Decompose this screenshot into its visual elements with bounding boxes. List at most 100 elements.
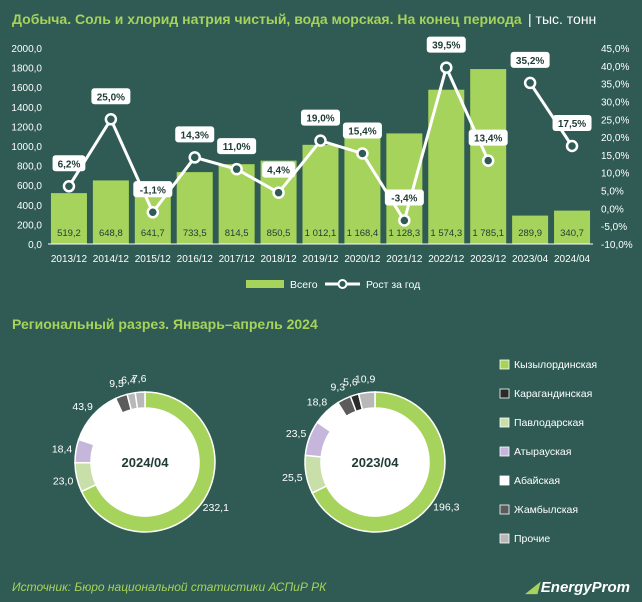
y-tick-label: 1600,0: [11, 83, 42, 94]
chart-unit: | тыс. тонн: [528, 11, 597, 27]
bar: [554, 210, 591, 244]
donut-value-label: 10,9: [355, 374, 376, 386]
x-tick-label: 2015/12: [135, 254, 172, 265]
growth-label-box: [342, 122, 382, 139]
x-tick-label: 2017/12: [219, 254, 256, 265]
x-tick-label: 2019/12: [302, 254, 339, 265]
growth-point: [356, 147, 369, 160]
growth-label: 35,2%: [516, 56, 544, 67]
y-tick-label: 400,0: [17, 201, 42, 212]
donut-value-label: 5,6: [343, 377, 358, 389]
x-tick-label: 2023/12: [470, 254, 507, 265]
brand-logo: ◢ EnergyProm: [526, 578, 630, 596]
donut-value-label: 43,9: [72, 401, 93, 413]
title-bar: Добыча. Соль и хлорид натрия чистый, вод…: [0, 0, 642, 38]
growth-point: [272, 186, 285, 199]
donut-value-label: 25,5: [282, 472, 303, 484]
y-tick-label: 1800,0: [11, 64, 42, 75]
x-tick-label: 2018/12: [260, 254, 297, 265]
legend-swatch: [499, 475, 510, 486]
x-tick-label: 2014/12: [93, 254, 130, 265]
growth-point: [62, 180, 76, 193]
bar: [512, 215, 549, 244]
x-tick-label: 2013/12: [51, 254, 88, 265]
growth-label: 4,4%: [267, 166, 290, 177]
growth-label-box: [175, 126, 215, 143]
regional-donuts: 232,1 23,0 18,4 43,9 9,56,47,6 2024/04 196,3 25…: [52, 359, 597, 545]
bar: [92, 180, 129, 244]
production-chart: 0,0 200,0 400,0 600,0 800,0 1000,0 1200,0 1400,…: [11, 36, 633, 291]
growth-point: [314, 134, 327, 147]
growth-point: [523, 76, 537, 90]
bar-value-label: 850,5: [267, 228, 291, 239]
y2-tick-label: 45,0%: [601, 44, 629, 55]
y2-tick-label: 5,0%: [601, 187, 624, 198]
bar-value-label: 648,8: [99, 228, 123, 239]
legend-swatch: [499, 533, 510, 544]
growth-point: [188, 151, 201, 164]
y2-tick-label: -10,0%: [601, 240, 633, 251]
bar-value-label: 733,5: [183, 228, 207, 239]
bar-value-label: 1 785,1: [472, 228, 504, 239]
donut-value-label: 23,0: [53, 476, 74, 488]
legend-swatch: [499, 388, 510, 399]
x-tick-label: 2024/04: [554, 254, 591, 265]
donut-slice: [357, 391, 376, 411]
legend-region-label: Жамбылская: [514, 504, 578, 516]
growth-label-box: [133, 181, 173, 198]
y-tick-label: 1400,0: [11, 103, 42, 114]
legend-bar-swatch: [246, 280, 284, 288]
y-tick-label: 600,0: [17, 181, 42, 192]
donut-center-label: 2023/04: [352, 455, 400, 470]
x-tick-label: 2020/12: [344, 254, 381, 265]
bar-value-label: 1 012,1: [305, 228, 337, 239]
footer: Источник: Бюро национальной статистики А…: [0, 572, 642, 602]
donut-center: [91, 408, 199, 516]
y2-tick-label: 35,0%: [601, 80, 629, 91]
y-tick-label: 1200,0: [11, 122, 42, 133]
growth-point: [565, 139, 579, 153]
growth-point: [230, 162, 243, 176]
growth-label-box: [552, 115, 592, 131]
x-tick-label: 2023/04: [512, 254, 549, 265]
donut-value-label: 196,3: [433, 501, 459, 513]
growth-label-box: [301, 109, 340, 126]
growth-line: [528, 82, 574, 147]
bar-value-label: 814,5: [225, 228, 249, 239]
legend-region-label: Карагандинская: [514, 388, 592, 400]
growth-point: [481, 154, 495, 167]
bar: [344, 129, 381, 244]
x-tick-label: 2016/12: [177, 254, 214, 265]
growth-label: 19,0%: [306, 114, 334, 125]
growth-label: 14,3%: [181, 130, 209, 141]
growth-label: 6,2%: [58, 159, 81, 170]
bar-value-label: 641,7: [141, 228, 165, 239]
y-tick-label: 800,0: [17, 162, 42, 173]
growth-label-box: [426, 36, 466, 53]
donut-center: [321, 408, 429, 516]
growth-label: 15,4%: [348, 126, 376, 137]
donut-value-label: 9,5: [109, 378, 124, 390]
bar-value-label: 1 574,3: [430, 228, 462, 239]
legend-region-label: Прочие: [514, 533, 550, 545]
donut-value-label: 7,6: [132, 373, 147, 385]
growth-point: [104, 113, 118, 126]
growth-label-box: [217, 138, 257, 155]
bar: [302, 144, 339, 244]
source-note: Источник: Бюро национальной статистики А…: [12, 580, 327, 594]
bar-value-label: 340,7: [560, 228, 584, 239]
legend-line-label: Рост за год: [366, 279, 420, 291]
brand-name: EnergyProm: [540, 579, 630, 596]
growth-label-box: [384, 189, 424, 206]
legend-swatch: [499, 359, 510, 370]
legend-region-label: Атырауская: [514, 446, 571, 458]
y2-tick-label: -5,0%: [601, 222, 627, 233]
legend-line-marker: [337, 279, 348, 289]
y2-tick-label: 30,0%: [601, 97, 629, 108]
donut-value-label: 18,4: [52, 444, 73, 456]
y2-tick-label: 40,0%: [601, 62, 629, 73]
legend-bar-label: Всего: [290, 279, 318, 291]
legend-region-label: Павлодарская: [514, 417, 584, 429]
donut-value-label: 9,3: [331, 382, 346, 394]
y-tick-label: 200,0: [17, 220, 42, 231]
